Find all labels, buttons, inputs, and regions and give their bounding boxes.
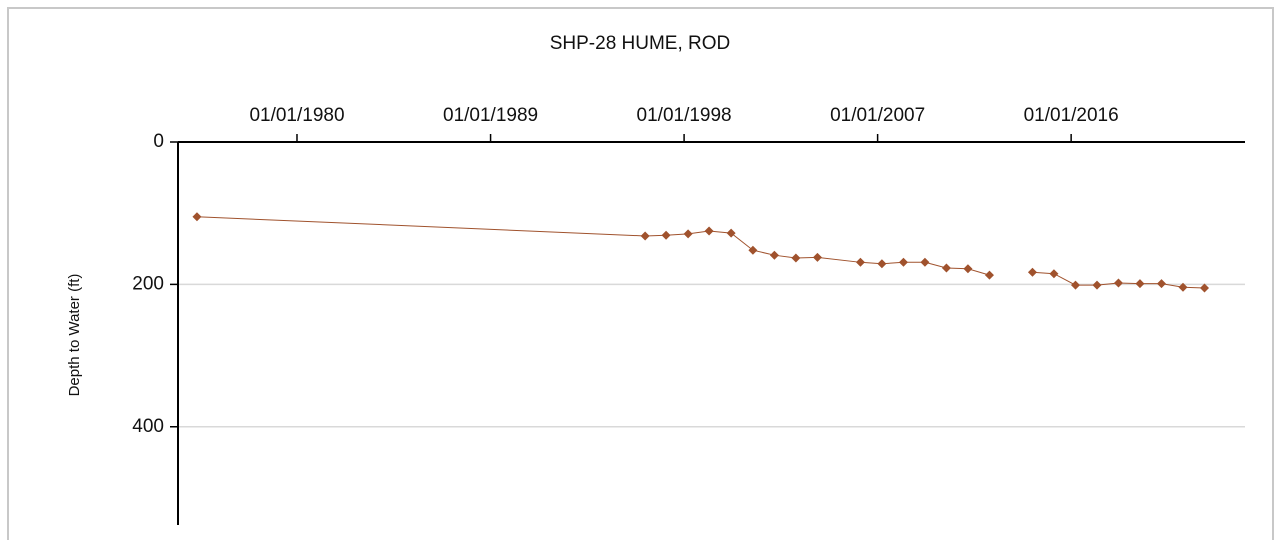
data-point xyxy=(812,252,822,262)
x-tick-label: 01/01/1980 xyxy=(249,105,344,126)
y-tick-label: 0 xyxy=(153,131,164,152)
x-tick-label: 01/01/1998 xyxy=(637,105,732,126)
data-point xyxy=(683,229,693,239)
frame xyxy=(7,7,1274,540)
data-point xyxy=(898,257,908,267)
data-point xyxy=(1092,280,1102,290)
data-point xyxy=(1199,283,1209,293)
data-point xyxy=(192,212,202,222)
x-tick-label: 01/01/2007 xyxy=(830,105,925,126)
data-point xyxy=(1178,282,1188,292)
y-axis-label: Depth to Water (ft) xyxy=(66,274,83,397)
data-point xyxy=(704,226,714,236)
data-point xyxy=(1049,269,1059,279)
data-point xyxy=(1135,279,1145,289)
data-point xyxy=(791,253,801,263)
data-point xyxy=(963,264,973,274)
data-point xyxy=(1070,280,1080,290)
data-point xyxy=(1157,279,1167,289)
chart-title: SHP-28 HUME, ROD xyxy=(550,33,731,54)
data-point xyxy=(941,263,951,273)
data-point xyxy=(920,257,930,267)
data-point xyxy=(748,245,758,255)
data-point xyxy=(855,257,865,267)
data-point xyxy=(661,230,671,240)
x-tick-label: 01/01/2016 xyxy=(1024,105,1119,126)
data-point xyxy=(769,250,779,260)
data-point xyxy=(877,259,887,269)
y-tick-label: 200 xyxy=(132,273,164,294)
x-tick-label: 01/01/1989 xyxy=(443,105,538,126)
data-point xyxy=(640,231,650,241)
data-point xyxy=(1027,267,1037,277)
data-point xyxy=(726,228,736,238)
data-point xyxy=(1113,278,1123,288)
y-tick-label: 400 xyxy=(132,416,164,437)
data-point xyxy=(984,270,994,280)
series-line xyxy=(196,216,990,276)
